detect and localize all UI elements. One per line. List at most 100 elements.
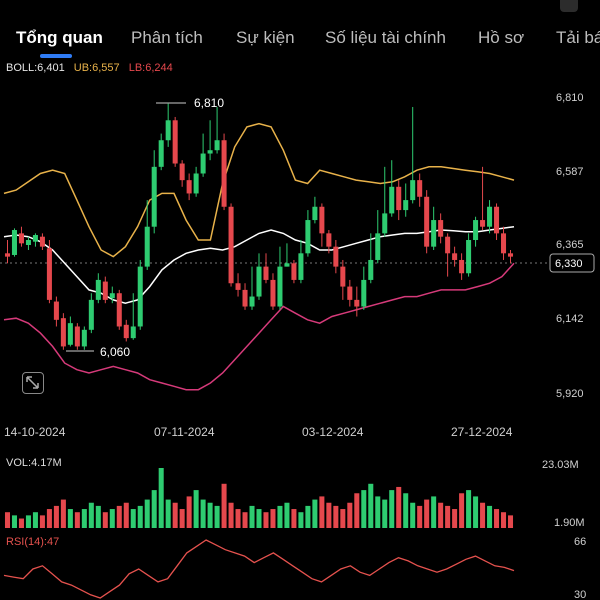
candle-body — [452, 253, 458, 260]
tab-financial-data[interactable]: Số liệu tài chính — [325, 28, 446, 47]
candle-body — [291, 263, 297, 280]
volume-bar — [242, 512, 248, 528]
candle-body — [396, 186, 402, 211]
candle-body — [347, 286, 353, 300]
candle-body — [438, 220, 444, 237]
date-label-2: 07-11-2024 — [154, 425, 215, 439]
candle-body — [270, 279, 276, 307]
candle-body — [473, 220, 479, 241]
tab-profile[interactable]: Hồ sơ — [478, 28, 525, 47]
candle-body — [445, 236, 451, 254]
volume-bar — [200, 499, 206, 528]
volume-bar — [270, 509, 276, 528]
candle-body — [326, 233, 332, 247]
volume-bar — [221, 483, 227, 528]
candle-body — [235, 283, 241, 290]
candle-body — [88, 299, 94, 330]
tab-download[interactable]: Tải bá — [556, 28, 600, 47]
candle-body — [53, 301, 59, 320]
candle-body — [375, 233, 381, 260]
volume-bar — [263, 512, 269, 528]
candle-body — [368, 259, 374, 280]
tab-events[interactable]: Sự kiện — [236, 28, 295, 47]
volume-bar — [382, 499, 388, 528]
volume-bar — [410, 502, 416, 528]
volume-label: VOL:4.17M — [6, 457, 62, 469]
volume-bar — [473, 496, 479, 528]
volume-bar — [368, 483, 374, 528]
candle-body — [165, 120, 171, 141]
volume-bar — [298, 512, 304, 528]
volume-bar — [256, 509, 262, 528]
tab-analysis[interactable]: Phân tích — [131, 28, 203, 47]
volume-bar — [53, 505, 59, 528]
volume-bar — [165, 499, 171, 528]
volume-bar — [32, 512, 38, 528]
lower-band-line — [3, 262, 515, 391]
candle-body — [158, 140, 164, 167]
candle-body — [74, 326, 80, 347]
volume-bar — [431, 496, 437, 528]
date-label-1: 14-10-2024 — [4, 425, 66, 439]
volume-bar — [11, 515, 17, 528]
volume-bar — [228, 502, 234, 528]
volume-min-label: 1.90M — [554, 517, 585, 529]
volume-bar — [417, 505, 423, 528]
volume-bar — [333, 505, 339, 528]
candle-body — [277, 266, 283, 307]
volume-bar — [81, 509, 87, 528]
volume-max-label: 23.03M — [542, 459, 579, 471]
candle-body — [480, 220, 486, 227]
candle-body — [144, 226, 150, 267]
date-label-3: 03-12-2024 — [302, 425, 364, 439]
top-corner-button[interactable] — [560, 0, 578, 12]
volume-bar — [46, 509, 52, 528]
candle-body — [333, 246, 339, 267]
candle-body — [501, 233, 507, 254]
candle-body — [431, 220, 437, 247]
candle-body — [417, 180, 423, 197]
volume-bar — [137, 505, 143, 528]
volume-bar — [445, 505, 451, 528]
volume-bar — [340, 509, 346, 528]
volume-bar — [249, 505, 255, 528]
volume-bar — [207, 502, 213, 528]
volume-bar — [109, 509, 115, 528]
volume-bar — [319, 496, 325, 528]
volume-bar — [88, 502, 94, 528]
expand-chart-button[interactable] — [22, 372, 44, 394]
candle-body — [507, 253, 514, 257]
candle-body — [172, 120, 178, 164]
candle-body — [340, 266, 346, 287]
volume-bar — [284, 502, 290, 528]
rsi-min-label: 30 — [574, 589, 586, 600]
candle-body — [179, 163, 185, 181]
candle-body — [214, 140, 220, 151]
tab-overview[interactable]: Tổng quan — [16, 28, 103, 47]
volume-bar — [487, 505, 493, 528]
volume-bar — [95, 505, 101, 528]
price-axis-label-2: 6,587 — [556, 166, 584, 178]
volume-bar — [60, 499, 66, 528]
active-tab-indicator — [40, 54, 72, 58]
rsi-label: RSI(14):47 — [6, 536, 60, 548]
volume-bar — [193, 490, 199, 528]
volume-bar — [305, 505, 311, 528]
candle-body — [186, 180, 192, 194]
candle-body — [382, 213, 388, 234]
bollinger-legend: BOLL:6,401 UB:6,557 LB:6,244 — [6, 62, 179, 74]
candle-body — [221, 140, 227, 207]
candle-body — [18, 233, 24, 244]
volume-bar — [144, 499, 150, 528]
candle-body — [494, 206, 500, 234]
price-axis-label-5: 5,920 — [556, 388, 584, 400]
candle-body — [389, 186, 395, 214]
current-price-box — [549, 253, 595, 273]
volume-bar — [452, 509, 458, 528]
volume-bar — [172, 502, 178, 528]
candle-body — [123, 324, 129, 339]
volume-bar — [130, 509, 136, 528]
tab-bar: Tổng quan Phân tích Sự kiện Số liệu tài … — [0, 0, 600, 60]
volume-bar — [277, 505, 283, 528]
